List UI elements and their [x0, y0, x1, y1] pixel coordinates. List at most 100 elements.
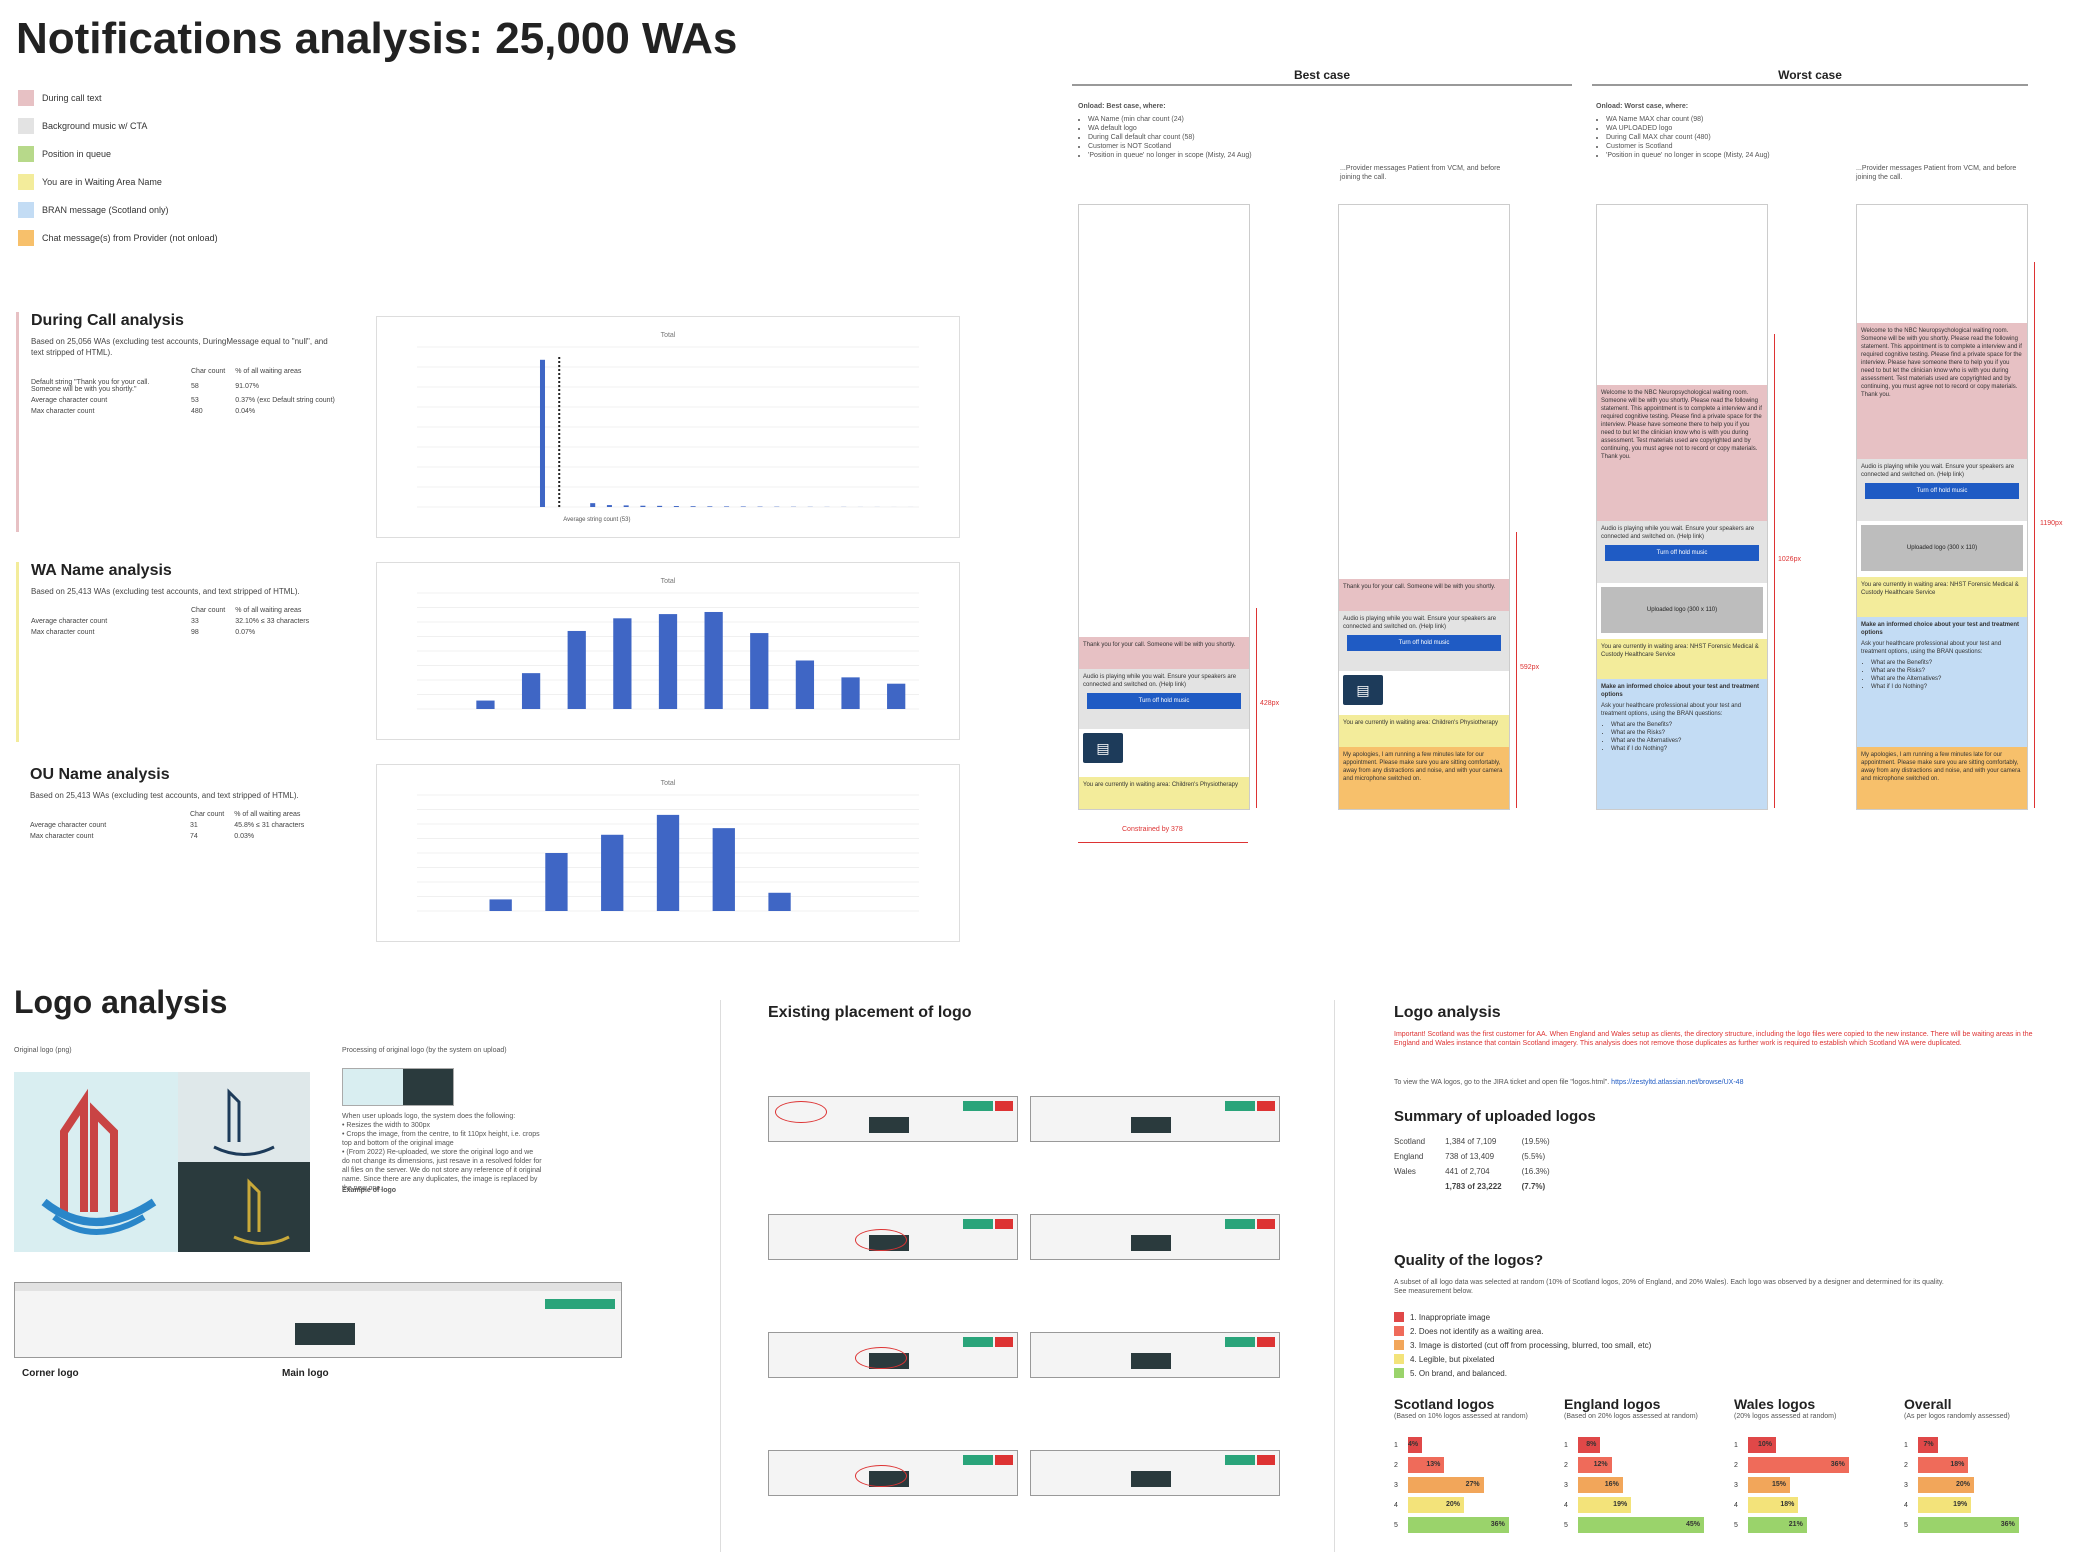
mini-red-button — [1257, 1101, 1275, 1111]
legend-swatch — [18, 174, 34, 190]
bar — [673, 506, 679, 507]
worst1-welcome: Welcome to the NBC Neuropsychological wa… — [1597, 385, 1767, 521]
highlight-circle — [855, 1465, 907, 1487]
table-cell: 91.07% — [235, 382, 259, 390]
jira-link[interactable]: https://zestyltd.atlassian.net/browse/UX… — [1611, 1079, 1744, 1086]
worst2-hold-music-button[interactable]: Turn off hold music — [1865, 483, 2019, 499]
quality-bar: 20% — [1408, 1497, 1464, 1513]
worst1-height-arrow — [1774, 334, 1775, 808]
bar — [489, 899, 512, 911]
worst1-logo-area: Uploaded logo (300 x 110) — [1597, 583, 1767, 639]
bran-item: What are the Risks? — [1871, 667, 2023, 675]
quality-group: Wales logos (20% logos assessed at random… — [1734, 1396, 1884, 1546]
constrained-label: Constrained by 378 — [1122, 826, 1183, 833]
chart-title: Total — [661, 780, 676, 787]
bran-item: What are the Alternatives? — [1871, 675, 2023, 683]
quality-bar: 16% — [1578, 1477, 1623, 1493]
quality-bar: 8% — [1578, 1437, 1601, 1453]
best1-height-label: 428px — [1260, 700, 1280, 707]
constrained-line — [1078, 842, 1248, 843]
quality-bar-row: 5 36% — [1394, 1515, 1544, 1535]
quality-bar: 10% — [1748, 1437, 1776, 1453]
uploaded-logo-placeholder: Uploaded logo (300 x 110) — [1861, 525, 2023, 571]
summary-row: Scotland 1,384 of 7,109 (19.5%) — [1394, 1134, 1570, 1149]
table-row: Max character count 98 0.07% — [31, 627, 319, 638]
worst1-hold-music-button[interactable]: Turn off hold music — [1605, 545, 1759, 561]
main-logo-title: Main logo — [282, 1368, 329, 1379]
quality-group-sub: (Based on 20% logos assessed at random) — [1564, 1413, 1698, 1420]
bullet-item: WA UPLOADED logo — [1606, 124, 1776, 133]
table-header — [31, 366, 191, 377]
placement-screenshot — [768, 1096, 1018, 1142]
mini-logo — [1131, 1235, 1171, 1251]
quality-bar-index: 1 — [1564, 1441, 1568, 1449]
bar — [613, 618, 632, 709]
bar — [601, 834, 624, 911]
table-cell: 32.10% ≤ 33 characters — [235, 618, 310, 625]
best2-logo-area: ▤ — [1339, 671, 1509, 715]
quality-legend-label: 1. Inappropriate image — [1410, 1312, 1491, 1322]
summary-cell: (7.7%) — [1521, 1182, 1546, 1191]
average-label: Average string count (53) — [563, 517, 630, 523]
table-cell: Default string "Thank you for your call.… — [31, 379, 150, 393]
worst2-audio-text: Audio is playing while you wait. Ensure … — [1861, 464, 2015, 478]
quality-bar-index: 2 — [1734, 1461, 1738, 1469]
bar — [567, 630, 586, 709]
wa-name-table: Char count % of all waiting areas Average … — [31, 605, 319, 638]
quality-legend: 1. Inappropriate image 2. Does not identi… — [1394, 1310, 1651, 1380]
during-call-desc: Based on 25,056 WAs (excluding test acco… — [31, 337, 328, 357]
table-cell: 53 — [191, 397, 199, 404]
summary-cell: Scotland — [1394, 1137, 1426, 1146]
mini-green-button — [963, 1219, 993, 1229]
legend-swatch — [18, 202, 34, 218]
table-cell: 0.04% — [235, 408, 256, 415]
screen-green-button — [545, 1299, 615, 1309]
quality-legend-label: 2. Does not identify as a waiting area. — [1410, 1326, 1544, 1336]
quality-bar-row: 3 15% — [1734, 1475, 1884, 1495]
quality-bar-row: 2 36% — [1734, 1455, 1884, 1475]
summary-cell: (19.5%) — [1521, 1137, 1550, 1146]
best2-thanks: Thank you for your call. Someone will be… — [1339, 579, 1509, 611]
bullet-item: WA default logo — [1088, 124, 1258, 133]
summary-cell: 738 of 13,409 — [1445, 1152, 1495, 1161]
table-cell: Average character count — [30, 822, 107, 829]
mini-green-button — [1225, 1455, 1255, 1465]
table-cell: 98 — [191, 629, 199, 636]
quality-bar-row: 1 7% — [1904, 1435, 2054, 1455]
quality-bar-index: 3 — [1904, 1481, 1908, 1489]
bar — [656, 814, 680, 911]
quality-legend-label: 4. Legible, but pixelated — [1410, 1354, 1495, 1364]
during-call-section: During Call analysis Based on 25,056 WAs… — [16, 312, 361, 532]
summary-cell: 441 of 2,704 — [1445, 1167, 1490, 1176]
best1-hold-music-button[interactable]: Turn off hold music — [1087, 693, 1241, 709]
mini-red-button — [1257, 1337, 1275, 1347]
during-call-chart: Total Average string count (53) — [376, 316, 960, 538]
processed-logo-thumbnail — [342, 1068, 454, 1106]
ou-name-table: Char count % of all waiting areas Average … — [30, 809, 314, 842]
bar — [658, 614, 678, 709]
quality-group: Overall (As per logos randomly assessed) 1… — [1904, 1396, 2054, 1546]
best2-hold-music-button[interactable]: Turn off hold music — [1347, 635, 1501, 651]
default-logo-icon: ▤ — [1083, 733, 1123, 763]
best-provider-note: ...Provider messages Patient from VCM, a… — [1340, 165, 1501, 181]
best2-in-area: You are currently in waiting area: Child… — [1339, 715, 1509, 747]
table-header: % of all waiting areas — [234, 811, 301, 818]
ou-name-chart: Total — [376, 764, 960, 942]
mini-logo — [1131, 1471, 1171, 1487]
table-row: Max character count 480 0.04% — [31, 406, 345, 417]
bar — [795, 660, 815, 709]
corner-logo-screen — [14, 1282, 622, 1358]
placement-grid — [768, 1048, 1308, 1528]
ou-name-section: OU Name analysis Based on 25,413 WAs (ex… — [30, 766, 360, 842]
quality-bar-row: 4 18% — [1734, 1495, 1884, 1515]
quality-legend-label: 3. Image is distorted (cut off from proc… — [1410, 1340, 1652, 1350]
bar — [640, 505, 646, 507]
legend: During call text Background music w/ CTA P… — [18, 84, 218, 252]
uploaded-logo-placeholder: Uploaded logo (300 x 110) — [1601, 587, 1763, 633]
placement-screenshot — [768, 1450, 1018, 1496]
worst-case-onload: Onload: Worst case, where: WA Name MAX c… — [1596, 102, 1776, 160]
worst2-bran: Make an informed choice about your test … — [1857, 617, 2027, 747]
worst-provider-note: ...Provider messages Patient from VCM, a… — [1856, 165, 2017, 181]
legend-label: BRAN message (Scotland only) — [42, 205, 169, 215]
mini-logo — [869, 1117, 909, 1133]
